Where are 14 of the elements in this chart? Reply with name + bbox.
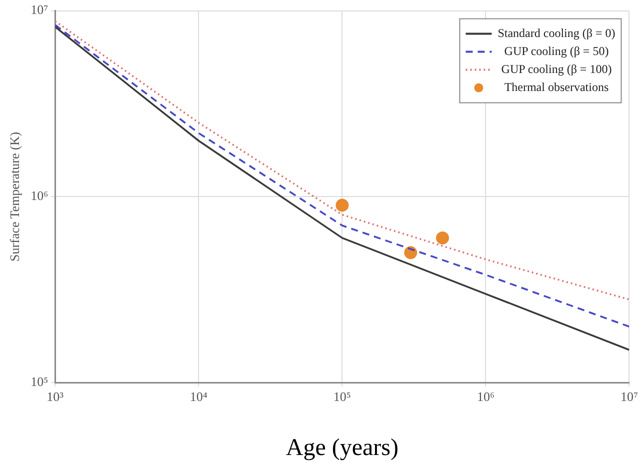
legend-label: GUP cooling (β = 100) xyxy=(501,62,612,76)
legend-label: Thermal observations xyxy=(504,80,609,94)
y-tick-label: 10⁷ xyxy=(30,2,48,18)
y-axis-title: Surface Temperature (K) xyxy=(7,132,22,262)
x-tick-label: 10⁵ xyxy=(333,388,351,404)
x-tick-label: 10³ xyxy=(46,388,64,404)
legend-label: GUP cooling (β = 50) xyxy=(504,44,609,58)
y-tick-label: 10⁶ xyxy=(30,188,48,204)
x-tick-label: 10⁷ xyxy=(620,388,638,404)
legend-label: Standard cooling (β = 0) xyxy=(498,26,616,40)
x-tick-label: 10⁶ xyxy=(476,388,494,404)
x-tick-label: 10⁴ xyxy=(190,388,208,404)
y-tick-label: 10⁵ xyxy=(30,374,48,390)
x-axis-title: Age (years) xyxy=(286,434,398,461)
